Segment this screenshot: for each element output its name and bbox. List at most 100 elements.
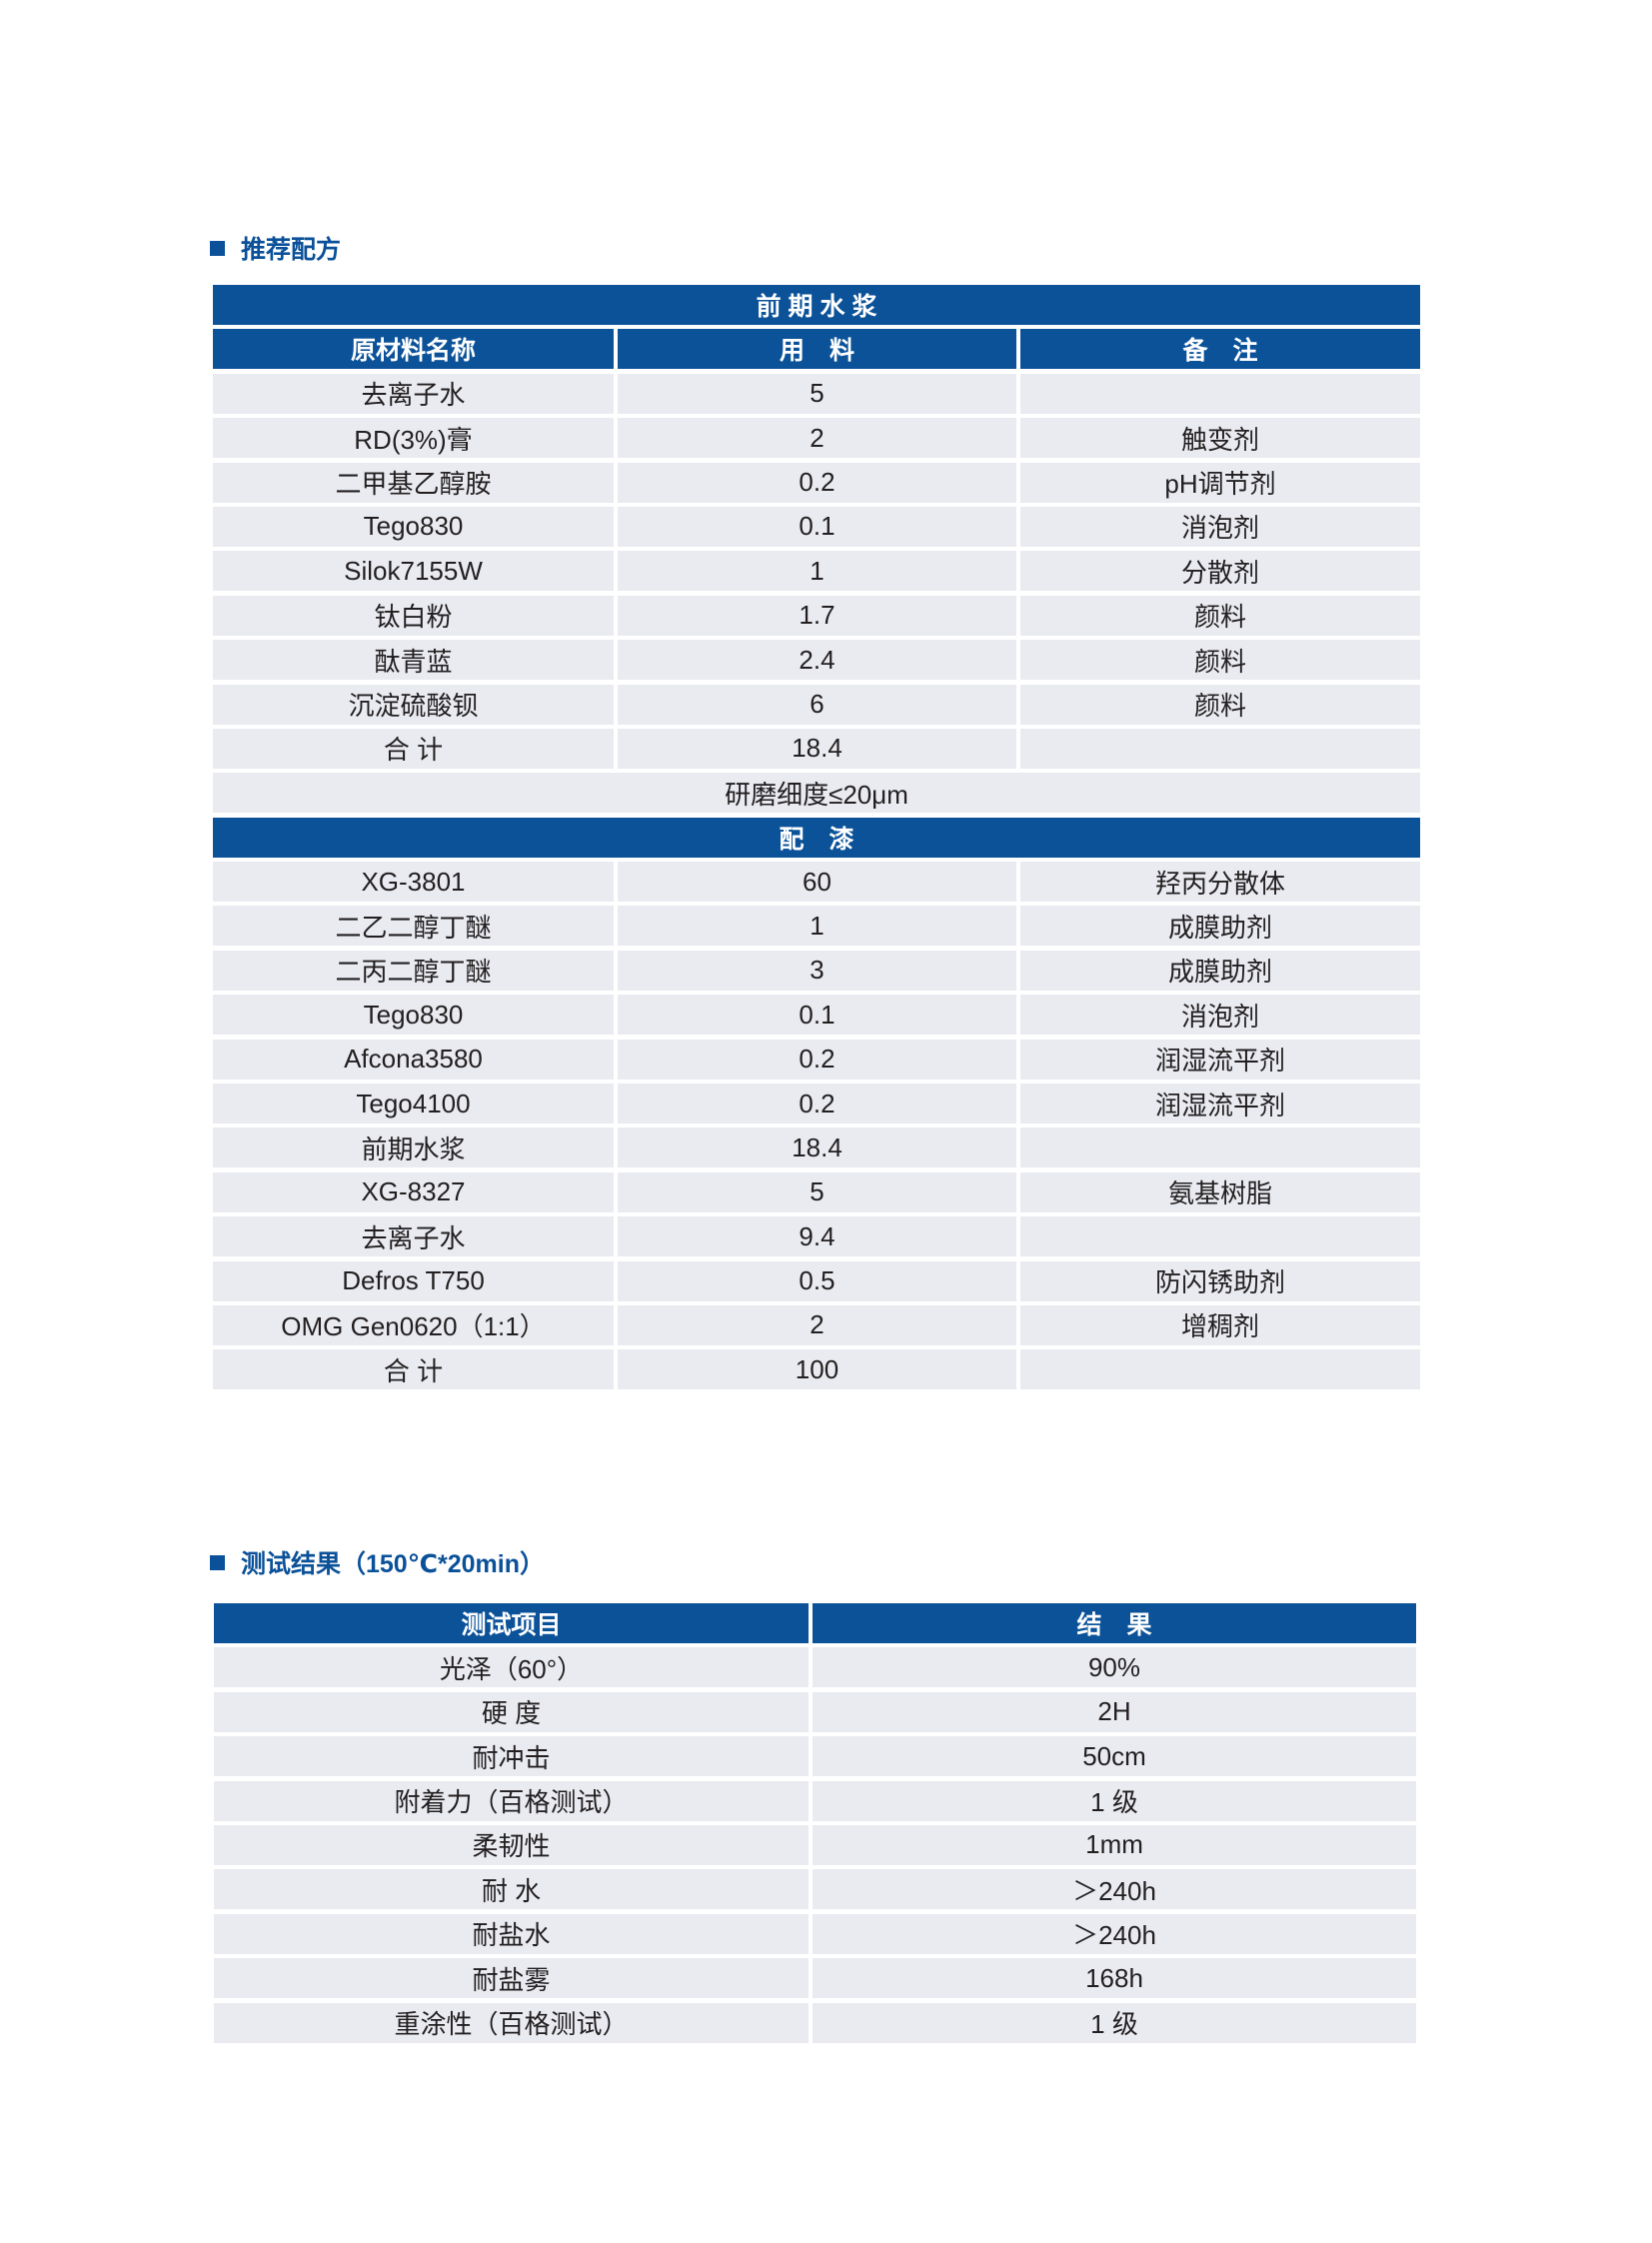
formula-header-row: 原材料名称用 料备 注	[213, 329, 1420, 370]
table-row: 附着力（百格测试） 1 级	[214, 1780, 1416, 1821]
table-cell: 合 计	[213, 728, 614, 769]
table-row: 沉淀硫酸钡 6 颜料	[213, 684, 1420, 725]
table-cell: 耐盐水	[214, 1913, 809, 1954]
test-table: 测试项目结 果 光泽（60°） 90% 硬 度 2H 耐冲击 50cm 附着力（百格测试） 1…	[214, 1603, 1416, 2047]
table-cell: 增稠剂	[1020, 1304, 1420, 1345]
table-cell: 备 注	[1020, 329, 1420, 370]
table-row: Defros T750 0.5 防闪锈助剂	[213, 1260, 1420, 1301]
table-cell: Silok7155W	[213, 551, 614, 592]
table-cell: 附着力（百格测试）	[214, 1780, 809, 1821]
table-cell	[1020, 373, 1420, 414]
table-cell: 分散剂	[1020, 551, 1420, 592]
table-cell	[1020, 1127, 1420, 1168]
table-cell	[1020, 1349, 1420, 1390]
table-row: 合 计 18.4	[213, 728, 1420, 769]
table-cell: 触变剂	[1020, 418, 1420, 459]
table-cell: 耐盐雾	[214, 1958, 809, 1999]
table-cell: 润湿流平剂	[1020, 1039, 1420, 1080]
table-cell: Tego830	[213, 995, 614, 1036]
table-cell: 颜料	[1020, 595, 1420, 636]
table-cell: 1mm	[813, 1824, 1416, 1865]
table-row: 合 计 100	[213, 1349, 1420, 1390]
table-cell: 重涂性（百格测试）	[214, 2002, 809, 2043]
formula-section-title: 推荐配方	[210, 230, 341, 266]
table-cell: 0.1	[618, 506, 1016, 547]
test-header-row: 测试项目结 果	[214, 1603, 1416, 1643]
table-cell: 防闪锈助剂	[1020, 1260, 1420, 1301]
table-row: XG-8327 5 氨基树脂	[213, 1171, 1420, 1212]
table-cell: 二甲基乙醇胺	[213, 462, 614, 503]
table-row: 耐冲击 50cm	[214, 1736, 1416, 1777]
table-cell: RD(3%)膏	[213, 418, 614, 459]
table-cell: 2H	[813, 1691, 1416, 1732]
table-cell: 成膜助剂	[1020, 950, 1420, 991]
table-cell: 50cm	[813, 1736, 1416, 1777]
table-cell: 二丙二醇丁醚	[213, 950, 614, 991]
table-cell: 2	[618, 1304, 1016, 1345]
table-cell: 6	[618, 684, 1016, 725]
table-cell: 颜料	[1020, 640, 1420, 681]
slurry-band: 前 期 水 浆	[213, 285, 1420, 325]
table-cell: 用 料	[618, 329, 1016, 370]
table-cell: 消泡剂	[1020, 995, 1420, 1036]
table-cell: ＞240h	[813, 1869, 1416, 1910]
table-row: 去离子水 9.4	[213, 1216, 1420, 1257]
table-cell: 168h	[813, 1958, 1416, 1999]
table-cell: 0.2	[618, 1039, 1016, 1080]
table-row: 前期水浆 18.4	[213, 1127, 1420, 1168]
table-cell: 沉淀硫酸钡	[213, 684, 614, 725]
table-row: Silok7155W 1 分散剂	[213, 551, 1420, 592]
table-cell: 0.5	[618, 1260, 1016, 1301]
table-cell: 原材料名称	[213, 329, 614, 370]
square-bullet-icon	[210, 1554, 225, 1570]
table-cell: 测试项目	[214, 1603, 809, 1643]
table-row: Tego830 0.1 消泡剂	[213, 995, 1420, 1036]
table-cell: 酞青蓝	[213, 640, 614, 681]
table-cell: 18.4	[618, 1127, 1016, 1168]
table-cell: 1.7	[618, 595, 1016, 636]
table-cell: 0.2	[618, 1084, 1016, 1124]
table-row: 耐盐水 ＞240h	[214, 1913, 1416, 1954]
table-cell: 2.4	[618, 640, 1016, 681]
fineness-row: 研磨细度≤20μm	[213, 773, 1420, 814]
paint-band: 配 漆	[213, 817, 1420, 858]
table-row: Tego830 0.1 消泡剂	[213, 506, 1420, 547]
table-cell	[1020, 728, 1420, 769]
table-cell: 结 果	[813, 1603, 1416, 1643]
table-cell: 1 级	[813, 1780, 1416, 1821]
table-cell: Afcona3580	[213, 1039, 614, 1080]
table-cell: 耐冲击	[214, 1736, 809, 1777]
table-cell: 成膜助剂	[1020, 906, 1420, 947]
table-cell: 18.4	[618, 728, 1016, 769]
table-row: RD(3%)膏 2 触变剂	[213, 418, 1420, 459]
table-cell: 润湿流平剂	[1020, 1084, 1420, 1124]
table-cell: 60	[618, 862, 1016, 903]
table-row: Afcona3580 0.2 润湿流平剂	[213, 1039, 1420, 1080]
table-cell: 颜料	[1020, 684, 1420, 725]
table-row: 二甲基乙醇胺 0.2 pH调节剂	[213, 462, 1420, 503]
table-cell: 消泡剂	[1020, 506, 1420, 547]
table-row: XG-3801 60 羟丙分散体	[213, 862, 1420, 903]
table-cell: 1	[618, 551, 1016, 592]
table-row: 酞青蓝 2.4 颜料	[213, 640, 1420, 681]
table-row: 硬 度 2H	[214, 1691, 1416, 1732]
table-cell: 去离子水	[213, 1216, 614, 1257]
table-cell: 硬 度	[214, 1691, 809, 1732]
table-cell: pH调节剂	[1020, 462, 1420, 503]
table-row: 去离子水 5	[213, 373, 1420, 414]
table-cell: XG-3801	[213, 862, 614, 903]
table-row: 柔韧性 1mm	[214, 1824, 1416, 1865]
table-row: 重涂性（百格测试） 1 级	[214, 2002, 1416, 2043]
table-cell: ＞240h	[813, 1913, 1416, 1954]
table-cell: Tego830	[213, 506, 614, 547]
table-cell: 9.4	[618, 1216, 1016, 1257]
table-cell: Tego4100	[213, 1084, 614, 1124]
table-row: 光泽（60°） 90%	[214, 1647, 1416, 1688]
table-cell: 二乙二醇丁醚	[213, 906, 614, 947]
table-cell: 光泽（60°）	[214, 1647, 809, 1688]
table-cell: 3	[618, 950, 1016, 991]
table-row: Tego4100 0.2 润湿流平剂	[213, 1084, 1420, 1124]
table-cell: 1	[618, 906, 1016, 947]
table-cell: 1 级	[813, 2002, 1416, 2043]
table-row: 耐盐雾 168h	[214, 1958, 1416, 1999]
